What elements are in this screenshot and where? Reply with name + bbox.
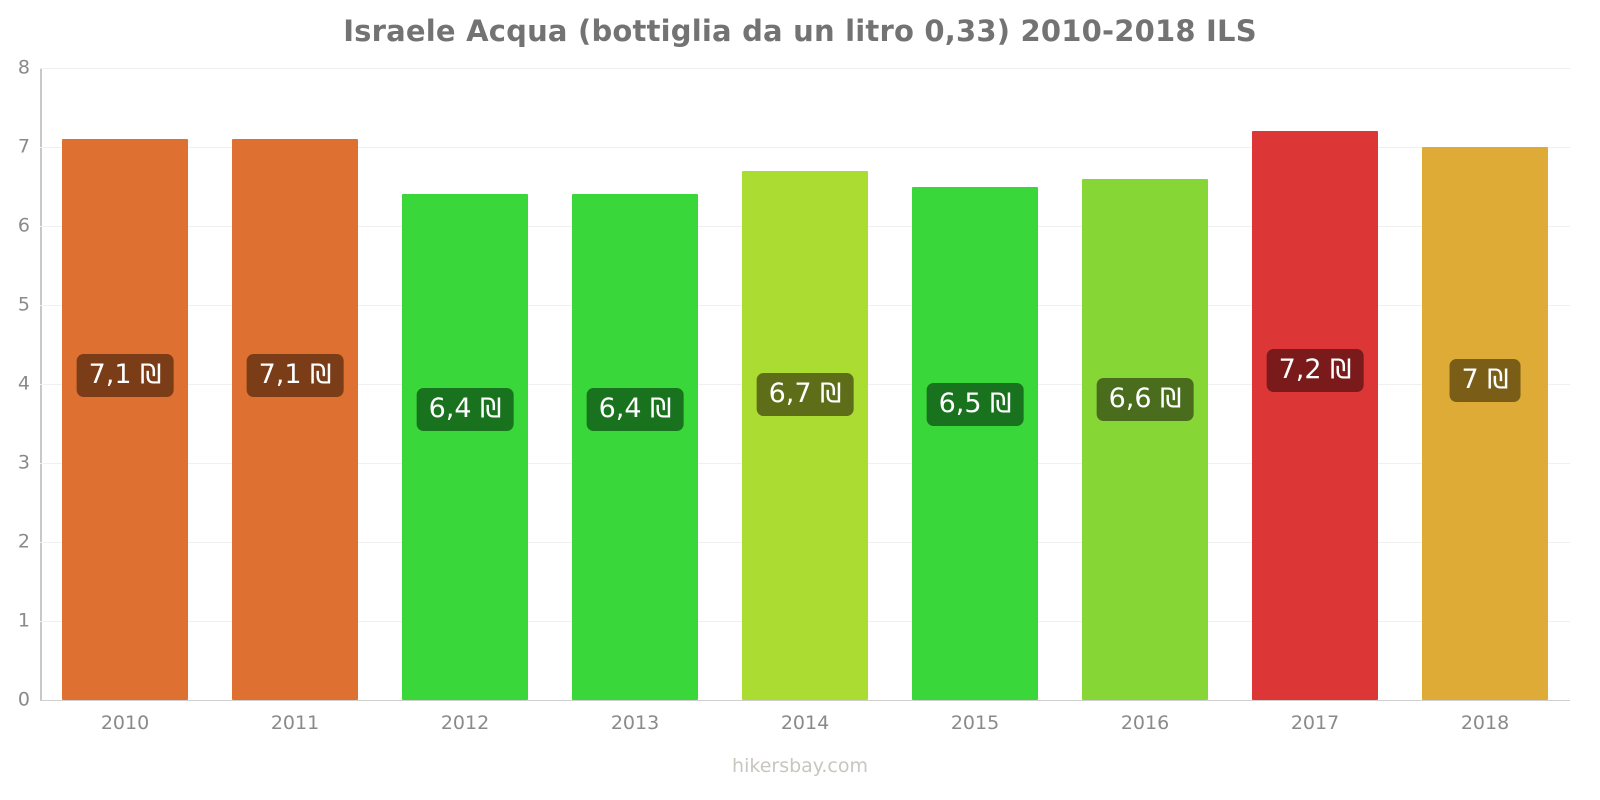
plot-area: 7,1 ₪ 7,1 ₪ 6,4 ₪ 6,4 ₪ 6,7 ₪ 6,5 ₪ 6,6 ₪ 7,2 ₪… xyxy=(40,68,1570,701)
x-tick-label: 2012 xyxy=(440,712,490,734)
bar[interactable]: 6,7 ₪ xyxy=(741,170,869,700)
gridline xyxy=(40,147,1570,148)
y-tick-label: 3 xyxy=(17,451,30,474)
bar-slot: 6,5 ₪ xyxy=(911,68,1039,700)
y-tick-label: 6 xyxy=(17,214,30,237)
x-tick-label: 2017 xyxy=(1290,712,1340,734)
bar-value-label: 7 ₪ xyxy=(1449,358,1521,402)
bar-value-label: 7,2 ₪ xyxy=(1266,349,1364,393)
bar[interactable]: 6,4 ₪ xyxy=(401,194,529,700)
x-tick-label: 2014 xyxy=(780,712,830,734)
x-tick-label: 2010 xyxy=(100,712,150,734)
bar-slot: 6,7 ₪ xyxy=(741,68,869,700)
bar-value-label: 7,1 ₪ xyxy=(76,353,174,397)
bar-slot: 7,1 ₪ xyxy=(231,68,359,700)
bar-value-label: 6,4 ₪ xyxy=(586,388,684,432)
bar[interactable]: 6,5 ₪ xyxy=(911,186,1039,700)
y-tick-label: 2 xyxy=(17,530,30,553)
bar[interactable]: 7 ₪ xyxy=(1421,147,1549,700)
bar-slot: 6,4 ₪ xyxy=(401,68,529,700)
bar[interactable]: 6,4 ₪ xyxy=(571,194,699,700)
bar[interactable]: 6,6 ₪ xyxy=(1081,178,1209,700)
x-tick-label: 2015 xyxy=(950,712,1000,734)
x-tick-label: 2016 xyxy=(1120,712,1170,734)
bar-slot: 6,6 ₪ xyxy=(1081,68,1209,700)
bar-slot: 6,4 ₪ xyxy=(571,68,699,700)
bar-value-label: 6,4 ₪ xyxy=(416,388,514,432)
x-tick-label: 2011 xyxy=(270,712,320,734)
y-tick-label: 0 xyxy=(17,688,30,711)
bar[interactable]: 7,2 ₪ xyxy=(1251,131,1379,700)
bar[interactable]: 7,1 ₪ xyxy=(61,139,189,700)
y-tick-label: 4 xyxy=(17,372,30,395)
x-tick-label: 2018 xyxy=(1460,712,1510,734)
bar-slot: 7,1 ₪ xyxy=(61,68,189,700)
chart-title: Israele Acqua (bottiglia da un litro 0,3… xyxy=(343,14,1257,48)
y-tick-label: 7 xyxy=(17,135,30,158)
y-tick-label: 1 xyxy=(17,609,30,632)
bar-value-label: 6,6 ₪ xyxy=(1096,378,1194,422)
x-tick-label: 2013 xyxy=(610,712,660,734)
y-tick-label: 5 xyxy=(17,293,30,316)
gridline xyxy=(40,700,1570,701)
footer-credit: hikersbay.com xyxy=(732,755,868,777)
y-tick-label: 8 xyxy=(17,56,30,79)
bar-slot: 7,2 ₪ xyxy=(1251,68,1379,700)
bar[interactable]: 7,1 ₪ xyxy=(231,139,359,700)
bar-slot: 7 ₪ xyxy=(1421,68,1549,700)
bar-value-label: 6,7 ₪ xyxy=(756,373,854,417)
bar-value-label: 7,1 ₪ xyxy=(246,353,344,397)
bar-value-label: 6,5 ₪ xyxy=(926,383,1024,427)
gridline xyxy=(40,68,1570,69)
